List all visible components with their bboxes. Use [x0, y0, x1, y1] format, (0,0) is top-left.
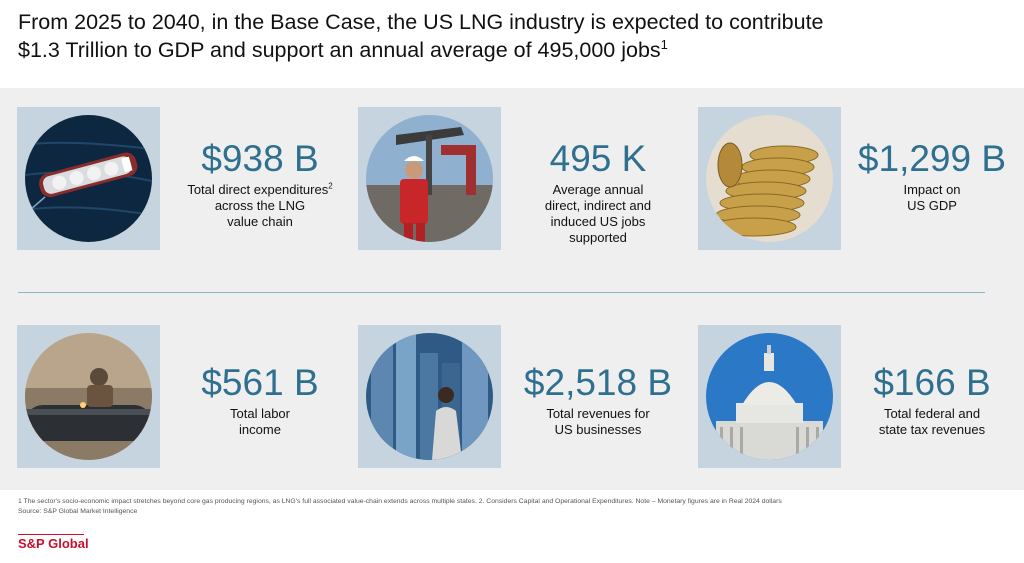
stat-label: Average annual direct, indirect and indu…	[544, 182, 652, 245]
stat-label: Total revenues for US businesses	[546, 406, 650, 437]
gold-coins-image	[706, 115, 833, 242]
stat-labor-income: $561 B Total labor income	[170, 362, 350, 438]
oil-field-worker-image	[366, 115, 493, 242]
stat-value: $166 B	[873, 362, 991, 403]
stat-business-revenues: $2,518 B Total revenues for US businesse…	[508, 362, 688, 438]
stat-label: Total labor income	[230, 406, 290, 437]
title-line-1: From 2025 to 2040, in the Base Case, the…	[18, 10, 824, 34]
image-tile-ship	[17, 107, 160, 250]
image-tile-worker	[358, 107, 501, 250]
title-line-2-text: $1.3 Trillion to GDP and support an annu…	[18, 38, 661, 62]
stat-direct-expenditures: $938 B Total direct expenditures2 across …	[170, 138, 350, 230]
city-skyline-image	[366, 333, 493, 460]
stat-gdp: $1,299 B Impact on US GDP	[842, 138, 1022, 214]
stat-value: $561 B	[201, 362, 319, 403]
stat-value: $1,299 B	[857, 138, 1007, 179]
source-note: Source: S&P Global Market Intelligence	[18, 508, 138, 515]
footnote: 1 The sector's socio-economic impact str…	[18, 498, 782, 505]
image-tile-welder	[17, 325, 160, 468]
stat-tax-revenues: $166 B Total federal and state tax reven…	[842, 362, 1022, 438]
lng-tanker-image	[25, 115, 152, 242]
us-capitol-image	[706, 333, 833, 460]
image-tile-city	[358, 325, 501, 468]
stat-label: Impact on US GDP	[903, 182, 961, 213]
stat-value: 495 K	[549, 138, 647, 179]
stat-label: Total federal and state tax revenues	[878, 406, 986, 437]
stat-value: $2,518 B	[523, 362, 673, 403]
stat-value: $938 B	[201, 138, 319, 179]
image-tile-coins	[698, 107, 841, 250]
section-divider	[18, 292, 985, 293]
title-footnote-ref: 1	[660, 36, 668, 52]
image-tile-capitol	[698, 325, 841, 468]
title-line-2: $1.3 Trillion to GDP and support an annu…	[18, 36, 1008, 64]
logo-rule	[18, 534, 84, 535]
sp-global-logo: S&P Global	[18, 536, 89, 551]
stat-label: Total direct expenditures2 across the LNG…	[187, 181, 333, 229]
page-title: From 2025 to 2040, in the Base Case, the…	[18, 8, 1008, 64]
pipeline-welder-image	[25, 333, 152, 460]
stat-jobs: 495 K Average annual direct, indirect an…	[508, 138, 688, 246]
stats-panel: $938 B Total direct expenditures2 across …	[0, 88, 1024, 490]
